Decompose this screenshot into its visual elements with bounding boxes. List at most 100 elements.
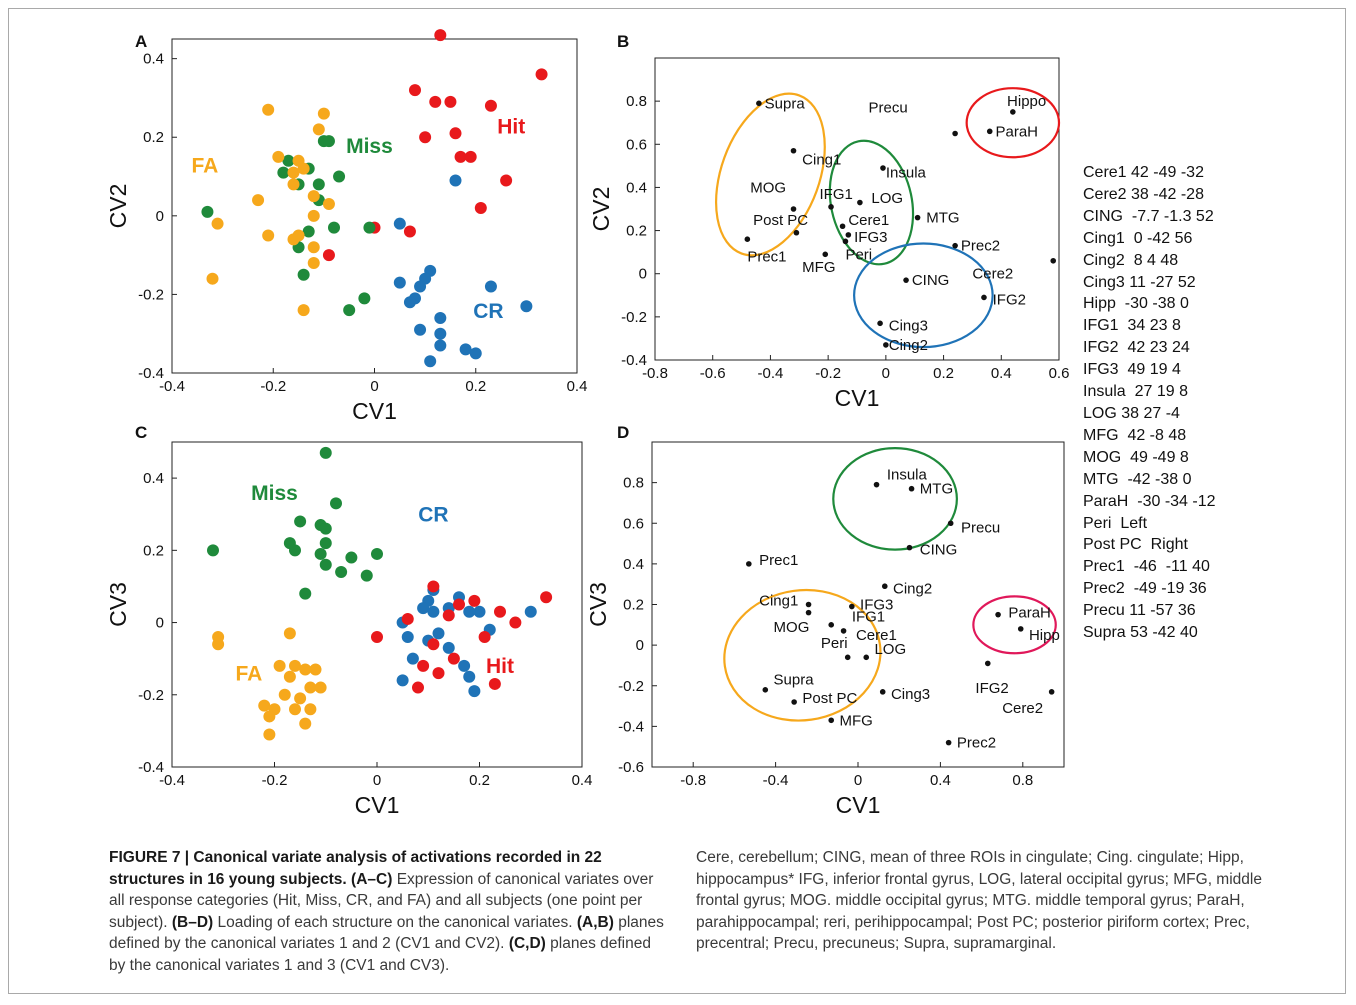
structure-point	[984, 660, 991, 667]
data-point-hit	[500, 174, 513, 187]
x-tick-label: 0.2	[469, 772, 490, 789]
structure-point	[1010, 109, 1016, 115]
x-tick-label: -0.4	[763, 772, 789, 789]
data-point-cr	[414, 323, 427, 336]
caption-panel-ref: (A–C)	[351, 870, 393, 888]
structure-label: Cere2	[1002, 700, 1043, 717]
structure-point	[828, 204, 834, 210]
structure-label: Supra	[774, 672, 815, 689]
data-point-cr	[417, 602, 430, 615]
panel-label: B	[617, 32, 629, 51]
x-tick-label: 0	[373, 772, 381, 789]
data-point-hit	[427, 638, 440, 651]
coordinate-row: ParaH -30 -34 -12	[1083, 492, 1216, 510]
caption-right: Cere, cerebellum; CING, mean of three RO…	[696, 847, 1306, 955]
structure-label: MTG	[920, 481, 953, 498]
cluster-ellipse	[853, 242, 994, 349]
caption-panel-ref: (A,B)	[576, 913, 614, 931]
panel-c: C -0.4 -0.2 0 0.2 0.4 -0.4 -0.2 0 0.2 0.4 CV1 CV3 Mis…	[105, 423, 592, 818]
y-tick-label: -0.6	[618, 759, 644, 776]
caption-panel-ref: (C,D)	[508, 935, 546, 952]
data-point-fa	[283, 670, 296, 683]
x-tick-label: -0.2	[815, 365, 841, 382]
data-point-fa	[206, 272, 219, 285]
data-point-fa	[283, 627, 296, 640]
structure-label: Cing3	[891, 686, 930, 703]
data-point-miss	[322, 135, 335, 148]
x-tick-label: -0.8	[680, 772, 706, 789]
y-tick-label: -0.4	[618, 718, 644, 735]
caption-text: Loading of each structure on the canonic…	[213, 913, 577, 931]
data-point-miss	[294, 515, 307, 528]
structure-point	[828, 717, 835, 724]
data-point-fa	[312, 123, 325, 136]
structure-point	[908, 485, 915, 492]
data-point-fa	[263, 728, 276, 741]
coordinate-row: MOG 49 -49 8	[1083, 448, 1189, 466]
y-tick-label: 0.2	[143, 542, 164, 559]
x-tick-label: -0.4	[159, 772, 185, 789]
data-point-fa	[211, 217, 224, 230]
structure-label: MOG	[750, 179, 786, 196]
panel-d: D -0.8 -0.4 0 0.4 0.8 -0.6 -0.4 -0.2 0 0.2 0.4 0.6 0.…	[585, 423, 1065, 818]
structure-point	[805, 601, 812, 608]
structure-label: IFG3	[860, 597, 893, 614]
y-axis-label: CV2	[588, 187, 614, 232]
panel-label: D	[617, 423, 629, 442]
caption-title: FIGURE 7 | Canonical variate analysis of…	[109, 849, 602, 888]
y-tick-label: -0.2	[618, 678, 644, 695]
structure-point	[986, 128, 993, 135]
data-point-hit	[419, 131, 432, 144]
data-point-cr	[414, 280, 427, 293]
structure-label: CING	[912, 272, 950, 289]
x-tick-label: -0.2	[260, 378, 286, 395]
structure-label: Hipp	[1029, 627, 1060, 644]
data-point-fa	[299, 663, 312, 676]
panel-label: C	[135, 423, 147, 442]
y-axis-label: CV2	[105, 184, 131, 229]
coordinate-row: LOG 38 27 -4	[1083, 404, 1180, 422]
data-point-cr	[393, 276, 406, 289]
data-point-hit	[494, 605, 506, 618]
x-tick-label: 0	[370, 378, 378, 395]
structure-label: Precu	[869, 100, 908, 117]
data-point-miss	[328, 221, 340, 234]
data-point-cr	[434, 339, 447, 352]
y-tick-label: 0.4	[623, 556, 644, 573]
series-label: CR	[473, 300, 503, 323]
caption-abbreviations: Cere, cerebellum; CING, mean of three RO…	[696, 849, 1262, 952]
data-point-fa	[294, 692, 307, 705]
y-tick-label: -0.2	[138, 687, 164, 704]
plot-frame	[654, 57, 1060, 361]
y-tick-label: 0.6	[626, 136, 647, 153]
x-tick-label: 0	[882, 365, 890, 382]
caption-text: planes defined by the canonical variates…	[109, 935, 651, 974]
data-point-miss	[319, 522, 332, 535]
plot-frame	[171, 441, 583, 768]
data-point-miss	[319, 537, 332, 550]
data-point-cr	[427, 605, 440, 618]
data-point-hit	[453, 598, 465, 611]
data-point-hit	[464, 150, 477, 163]
coordinate-row: Cing2 8 4 48	[1083, 251, 1179, 269]
data-point-fa	[309, 663, 322, 676]
data-point-cr	[473, 605, 486, 618]
data-point-miss	[343, 304, 356, 317]
coordinate-row: Cere2 38 -42 -28	[1083, 185, 1204, 203]
data-point-fa	[273, 659, 286, 672]
cluster-ellipse	[723, 588, 882, 722]
x-axis-label: CV1	[836, 792, 881, 818]
structure-point	[883, 342, 889, 348]
data-point-hit	[540, 591, 553, 604]
y-tick-label: -0.2	[138, 286, 164, 303]
structure-point	[828, 622, 835, 628]
coordinates-list: Cere1 42 -49 -32 Cere2 38 -42 -28 CING -7.…	[1083, 162, 1216, 644]
data-point-fa	[299, 717, 312, 730]
data-point-cr	[468, 685, 481, 698]
data-point-cr	[393, 217, 406, 230]
data-point-fa	[322, 198, 335, 211]
data-point-fa	[278, 688, 291, 701]
structure-point	[805, 609, 812, 616]
data-point-miss	[371, 547, 383, 560]
structure-point	[791, 699, 797, 705]
